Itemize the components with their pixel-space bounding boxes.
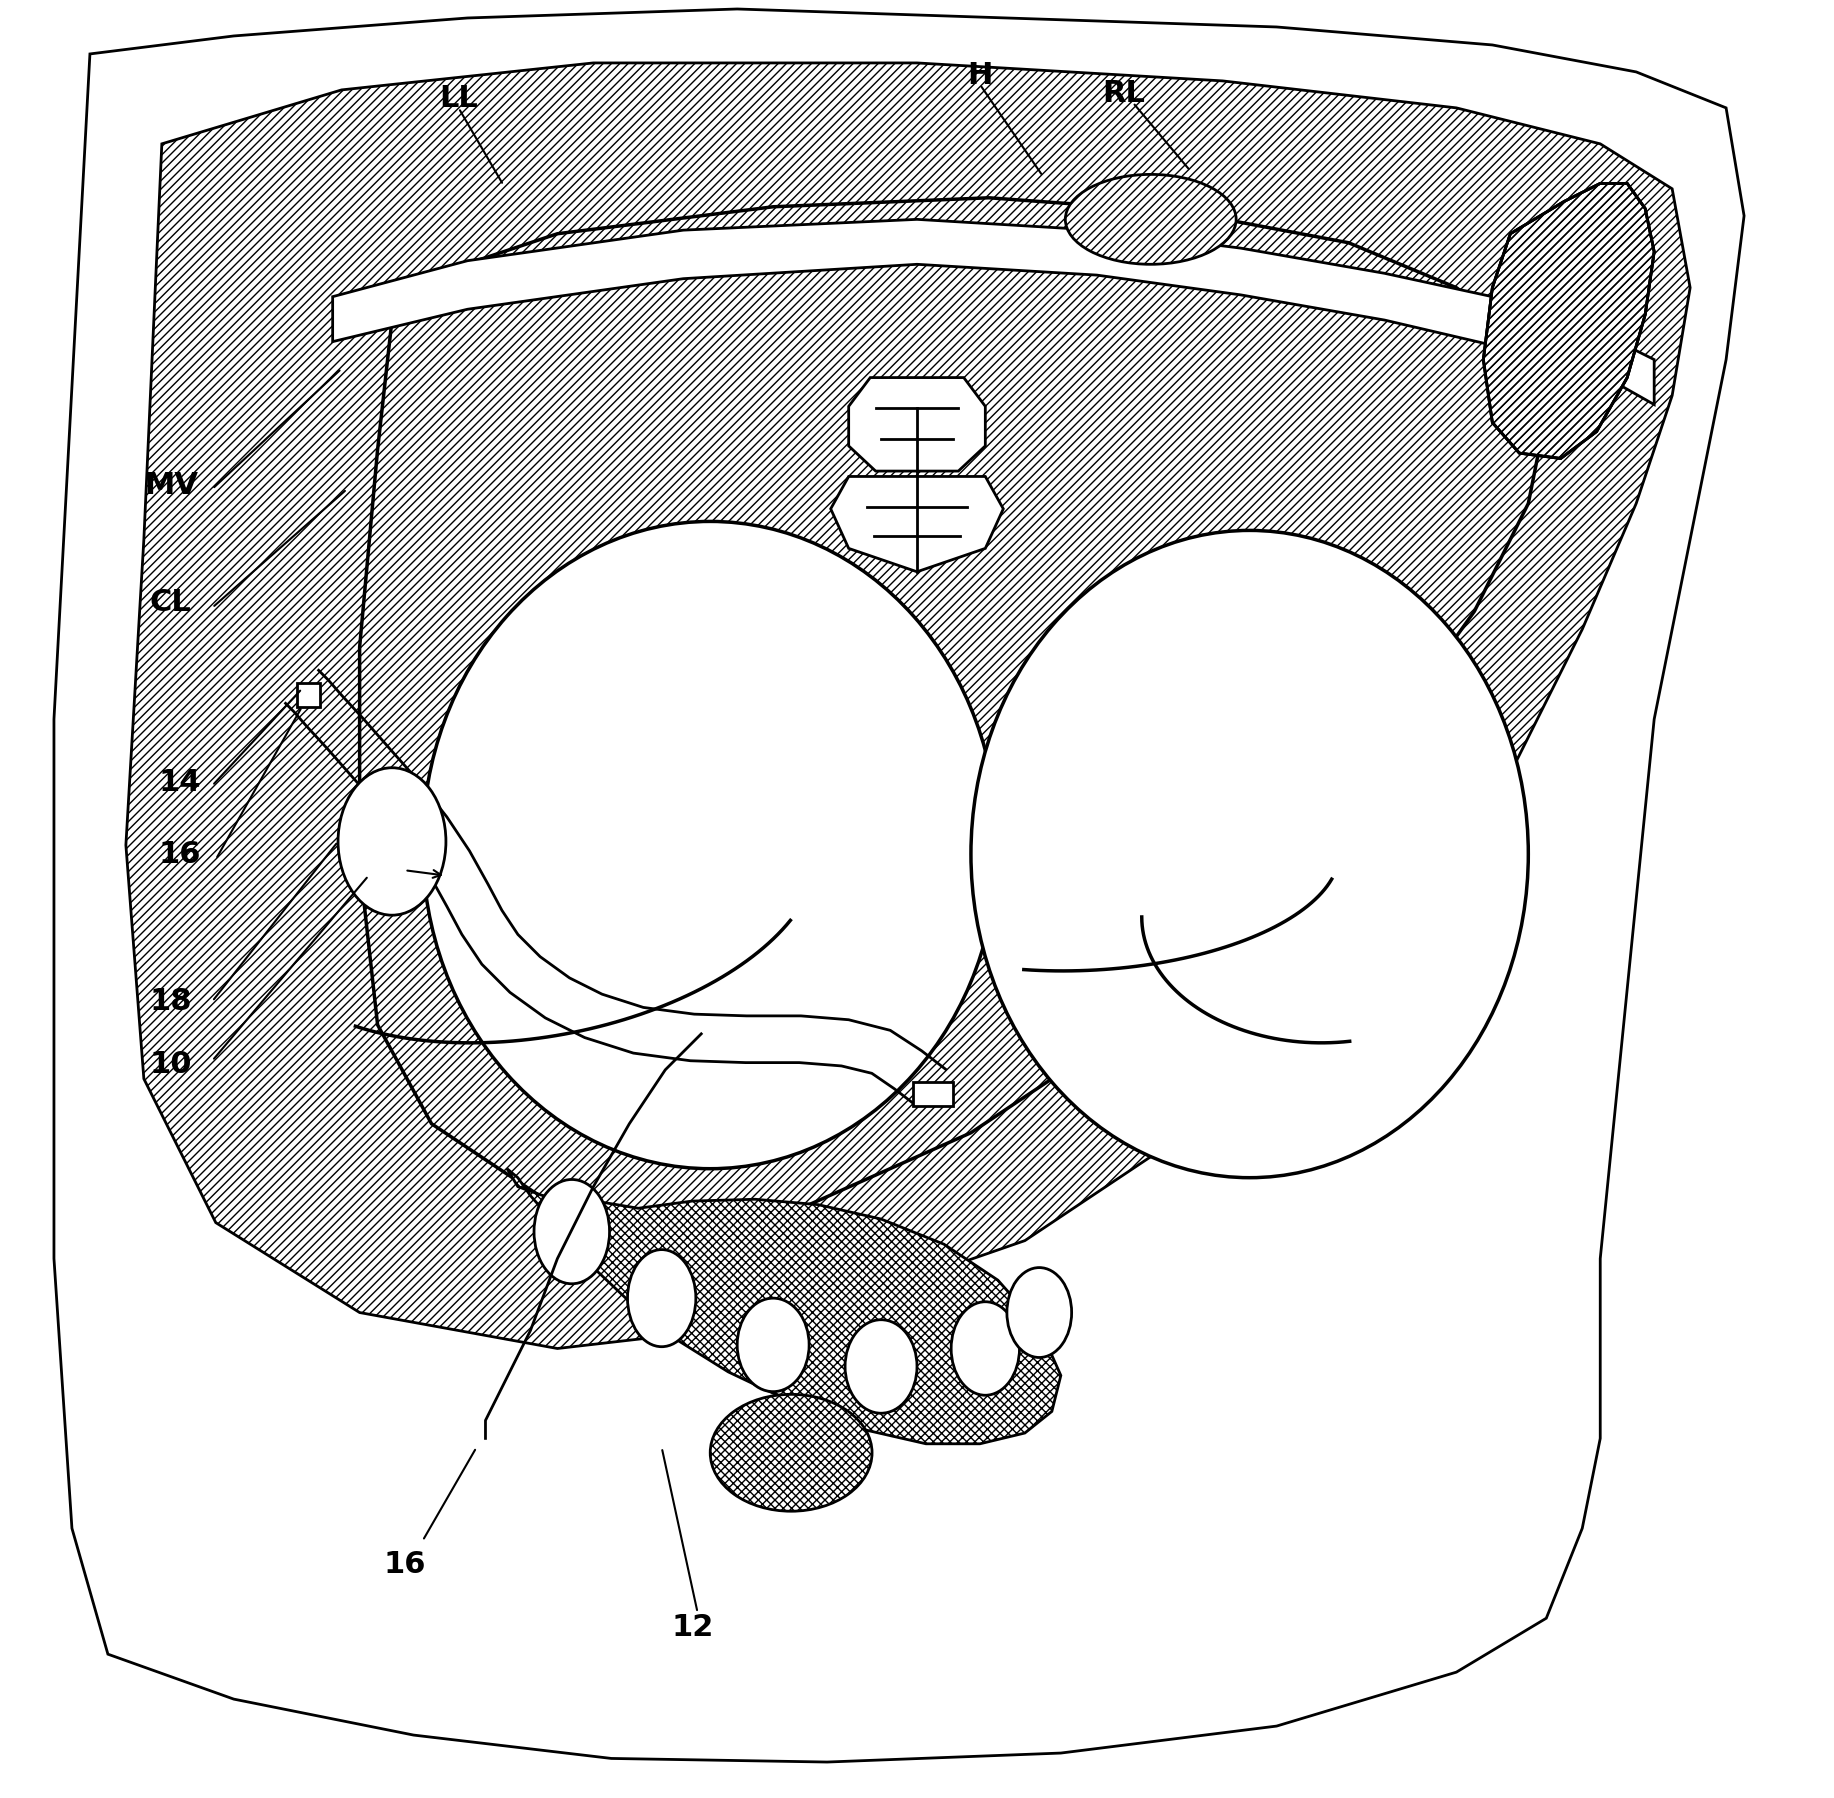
Polygon shape bbox=[831, 476, 1003, 572]
Text: RL: RL bbox=[1102, 79, 1144, 108]
Text: 14: 14 bbox=[158, 768, 202, 797]
Polygon shape bbox=[127, 63, 1691, 1348]
Ellipse shape bbox=[1066, 174, 1236, 264]
Polygon shape bbox=[297, 683, 321, 707]
Text: 16: 16 bbox=[383, 1550, 425, 1579]
Ellipse shape bbox=[845, 1320, 917, 1413]
Polygon shape bbox=[53, 9, 1744, 1762]
Ellipse shape bbox=[534, 1179, 609, 1284]
Ellipse shape bbox=[627, 1250, 695, 1347]
Ellipse shape bbox=[970, 530, 1528, 1178]
Text: 18: 18 bbox=[150, 987, 193, 1016]
Polygon shape bbox=[913, 1082, 954, 1106]
Text: H: H bbox=[967, 61, 992, 90]
Polygon shape bbox=[18, 0, 1816, 1798]
Polygon shape bbox=[849, 378, 985, 471]
Text: 10: 10 bbox=[150, 1050, 193, 1079]
Ellipse shape bbox=[737, 1298, 809, 1392]
Polygon shape bbox=[1484, 183, 1654, 458]
Text: LL: LL bbox=[438, 85, 479, 113]
Ellipse shape bbox=[422, 521, 998, 1169]
Ellipse shape bbox=[1007, 1268, 1071, 1357]
Polygon shape bbox=[359, 198, 1546, 1223]
Text: 12: 12 bbox=[671, 1613, 713, 1642]
Text: 16: 16 bbox=[158, 840, 202, 868]
Ellipse shape bbox=[710, 1395, 871, 1510]
Ellipse shape bbox=[952, 1302, 1020, 1395]
Polygon shape bbox=[506, 1169, 1060, 1444]
Text: CL: CL bbox=[150, 588, 193, 617]
Polygon shape bbox=[332, 219, 1654, 405]
Text: MV: MV bbox=[143, 471, 198, 500]
Ellipse shape bbox=[337, 768, 446, 915]
